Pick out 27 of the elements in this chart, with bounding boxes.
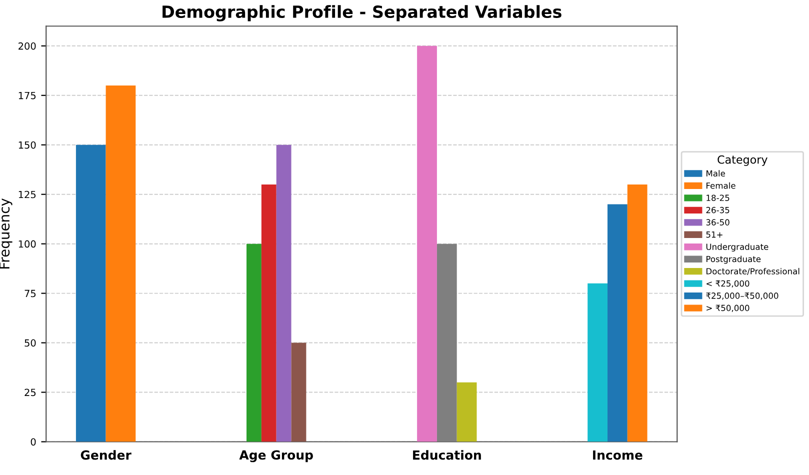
legend-label: 51+ (706, 232, 722, 238)
y-tick-label: 175 (18, 92, 36, 100)
y-tick-label: 150 (18, 141, 36, 149)
legend-label: > ₹50,000 (706, 304, 750, 312)
legend-label: ₹25,000–₹50,000 (706, 292, 778, 300)
legend-label: < ₹25,000 (706, 280, 750, 288)
legend-label: Female (706, 182, 736, 189)
legend-label: 26-35 (706, 206, 730, 214)
chart-title: Demographic Profile - Separated Variables (162, 5, 562, 22)
y-tick-label: 75 (24, 290, 36, 298)
legend-label: 36-50 (706, 219, 730, 226)
y-tick-label: 50 (24, 339, 36, 347)
y-tick-label: 200 (18, 42, 36, 50)
x-tick-label: Age Group (239, 450, 313, 462)
x-tick-label: Gender (80, 450, 132, 460)
legend-label: 18-25 (706, 194, 730, 202)
legend-label: Undergraduate (706, 243, 768, 252)
legend-label: Postgraduate (706, 256, 761, 264)
y-tick-label: 0 (30, 438, 36, 446)
x-tick-label: Education (413, 450, 481, 460)
x-tick-label: Income (593, 450, 642, 460)
legend-label: Doctorate/Professional (706, 268, 800, 276)
y-tick-label: 125 (18, 190, 36, 198)
legend-title: Category (718, 155, 768, 166)
y-tick-label: 100 (18, 240, 36, 248)
y-tick-label: 25 (24, 388, 36, 396)
legend-label: Male (706, 170, 725, 177)
